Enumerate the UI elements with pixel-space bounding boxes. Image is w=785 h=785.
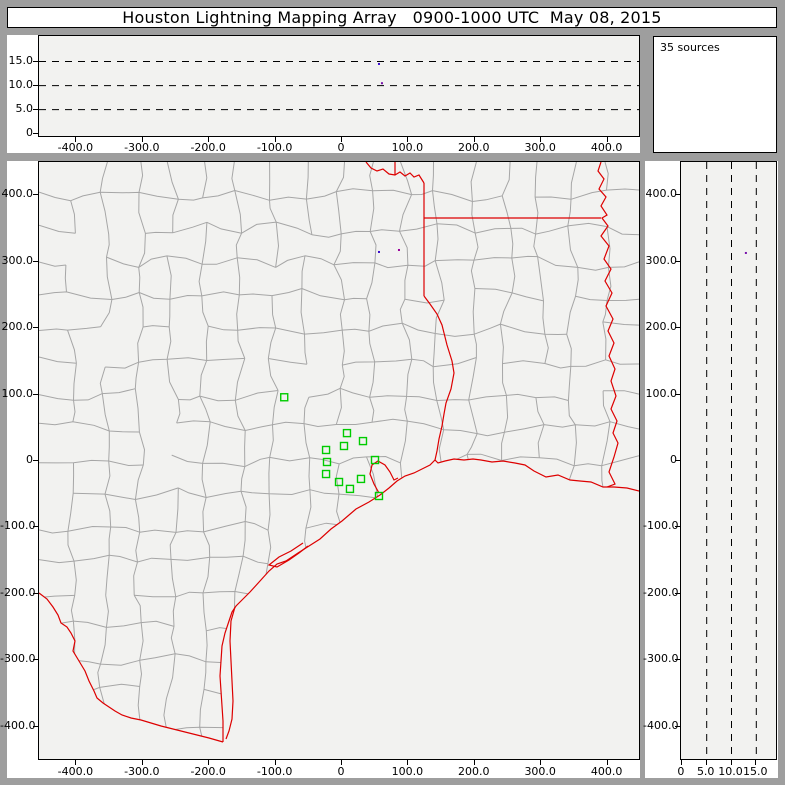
station-marker	[322, 457, 332, 467]
county-line	[73, 487, 639, 503]
county-line	[39, 620, 639, 635]
county-line	[39, 550, 639, 565]
county-line	[39, 221, 639, 238]
county-line	[466, 162, 479, 742]
county-line	[366, 162, 381, 742]
county-lines	[39, 162, 639, 742]
county-line	[198, 162, 211, 742]
county-line	[566, 162, 580, 742]
station-marker	[321, 469, 331, 479]
county-line	[398, 162, 413, 742]
sabine-river-border	[423, 295, 455, 461]
altitude-ew-panel[interactable]	[38, 35, 640, 137]
station-marker	[358, 436, 368, 446]
plan-view-plot	[39, 162, 639, 743]
altitude-ns-plot	[706, 162, 757, 759]
county-line	[39, 418, 639, 437]
title-bar: Houston Lightning Mapping Array 0900-100…	[7, 7, 777, 28]
source-dot	[377, 62, 380, 65]
matagorda-bay-outline	[267, 542, 309, 568]
county-line	[163, 162, 181, 742]
station-marker	[280, 393, 289, 402]
county-line	[529, 162, 549, 742]
county-line	[39, 683, 639, 700]
county-line	[39, 717, 605, 733]
county-line	[39, 321, 639, 337]
window-title: Houston Lightning Mapping Array 0900-100…	[122, 8, 662, 27]
county-line	[299, 162, 313, 742]
station-markers	[280, 393, 384, 501]
source-dot	[744, 251, 747, 254]
county-line	[39, 288, 639, 304]
station-marker	[342, 428, 352, 438]
county-line	[39, 188, 639, 202]
altitude-ns-panel[interactable]	[680, 161, 777, 760]
gulf-coastline	[219, 458, 639, 742]
county-line	[333, 162, 345, 742]
sources-count-label: 35 sources	[660, 41, 720, 54]
station-marker	[374, 491, 384, 501]
state-borders	[39, 162, 639, 743]
rio-grande-border	[39, 592, 224, 743]
station-marker	[321, 445, 331, 455]
county-line	[39, 653, 639, 667]
station-marker	[356, 474, 366, 484]
county-line	[39, 586, 639, 600]
source-dot	[377, 250, 380, 253]
county-line	[39, 255, 639, 271]
county-line	[601, 162, 612, 732]
county-line	[64, 200, 79, 742]
station-marker	[345, 484, 355, 494]
station-marker	[334, 477, 344, 487]
station-marker	[370, 455, 380, 465]
county-line	[133, 162, 146, 742]
source-dot	[397, 248, 400, 251]
plan-view-map-panel[interactable]	[38, 161, 640, 760]
mississippi-river-border	[597, 162, 619, 488]
county-line	[265, 162, 280, 742]
altitude-ew-plot	[39, 61, 639, 111]
red-river-border	[365, 162, 425, 184]
county-line	[499, 162, 516, 721]
laguna-madre-shore	[225, 606, 236, 740]
county-line	[39, 387, 639, 402]
station-marker	[339, 441, 349, 451]
source-dot	[380, 82, 383, 85]
county-line	[39, 356, 639, 369]
county-line	[231, 162, 247, 742]
sources-panel: 35 sources	[653, 36, 777, 153]
